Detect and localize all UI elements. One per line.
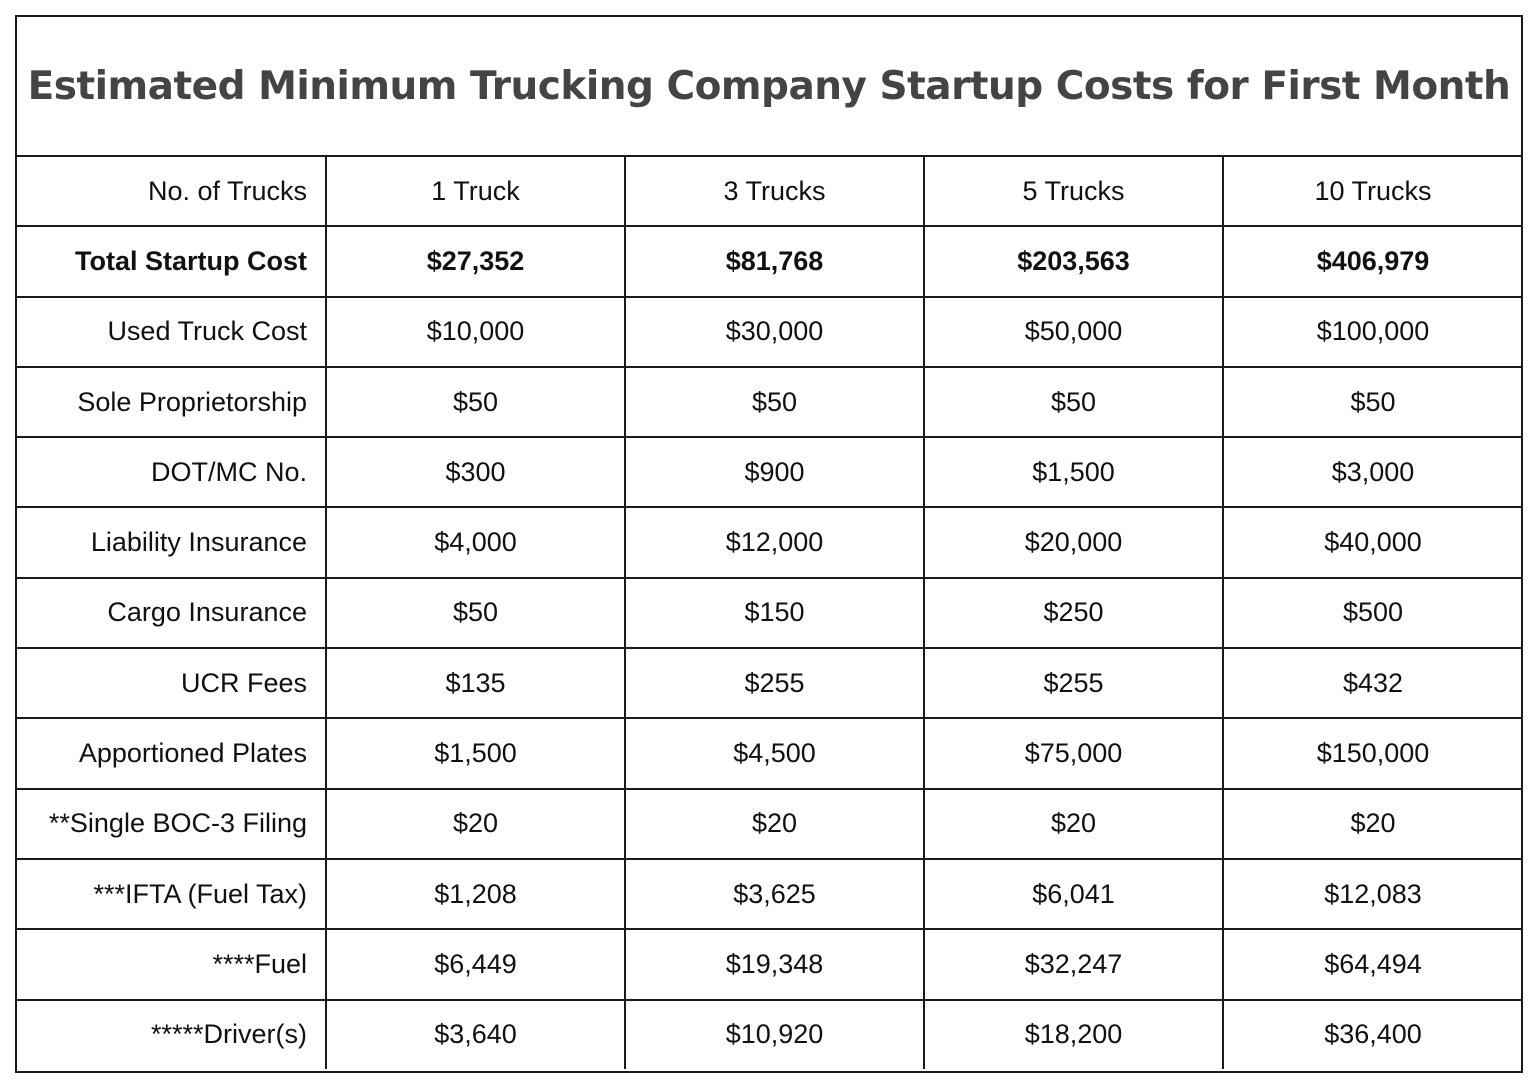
table-row: Apportioned Plates $1,500 $4,500 $75,000 $15… [17, 717, 1522, 790]
value-cell: $3,640 [325, 998, 626, 1069]
value-cell: $3,000 [1222, 436, 1522, 509]
value-cell: $135 [325, 647, 626, 720]
row-label-cell: *****Driver(s) [17, 998, 327, 1069]
value-cell: $432 [1222, 647, 1522, 720]
table-row: ***IFTA (Fuel Tax) $1,208 $3,625 $6,041 $12,… [17, 857, 1522, 931]
value-cell: $406,979 [1222, 225, 1522, 298]
value-cell: $10,000 [325, 295, 626, 368]
header-row: No. of Trucks 1 Truck 3 Trucks 5 Trucks … [17, 157, 1522, 228]
row-label-cell: ****Fuel [17, 928, 327, 1001]
row-label-cell: DOT/MC No. [17, 436, 327, 509]
value-cell: $20 [1222, 787, 1522, 860]
value-cell: $203,563 [923, 225, 1224, 298]
value-cell: $75,000 [923, 717, 1224, 790]
value-cell: $81,768 [624, 225, 925, 298]
value-cell: $19,348 [624, 928, 925, 1001]
header-column-cell: 10 Trucks [1222, 157, 1522, 228]
table-row: Liability Insurance $4,000 $12,000 $20,000 $… [17, 506, 1522, 579]
value-cell: $10,920 [624, 998, 925, 1069]
value-cell: $32,247 [923, 928, 1224, 1001]
header-column-cell: 1 Truck [325, 157, 626, 228]
table-row: **Single BOC-3 Filing $20 $20 $20 $20 [17, 787, 1522, 860]
value-cell: $50 [1222, 365, 1522, 439]
value-cell: $1,208 [325, 857, 626, 931]
value-cell: $36,400 [1222, 998, 1522, 1069]
value-cell: $1,500 [923, 436, 1224, 509]
table-row: UCR Fees $135 $255 $255 $432 [17, 647, 1522, 720]
value-cell: $255 [624, 647, 925, 720]
table-title: Estimated Minimum Trucking Company Start… [27, 63, 1511, 109]
value-cell: $64,494 [1222, 928, 1522, 1001]
value-cell: $20 [325, 787, 626, 860]
value-cell: $4,500 [624, 717, 925, 790]
table-row: Total Startup Cost $27,352 $81,768 $203,563… [17, 225, 1522, 298]
value-cell: $100,000 [1222, 295, 1522, 368]
row-label-cell: Liability Insurance [17, 506, 327, 579]
header-column-cell: 5 Trucks [923, 157, 1224, 228]
table-title-cell: Estimated Minimum Trucking Company Start… [17, 17, 1521, 157]
value-cell: $250 [923, 576, 1224, 650]
value-cell: $30,000 [624, 295, 925, 368]
value-cell: $50 [325, 365, 626, 439]
row-label-cell: UCR Fees [17, 647, 327, 720]
value-cell: $50 [923, 365, 1224, 439]
value-cell: $50,000 [923, 295, 1224, 368]
value-cell: $3,625 [624, 857, 925, 931]
table-row: DOT/MC No. $300 $900 $1,500 $3,000 [17, 436, 1522, 509]
value-cell: $150,000 [1222, 717, 1522, 790]
value-cell: $12,083 [1222, 857, 1522, 931]
value-cell: $500 [1222, 576, 1522, 650]
startup-cost-table-container: Estimated Minimum Trucking Company Start… [15, 15, 1523, 1073]
table-row: *****Driver(s) $3,640 $10,920 $18,200 $36,40… [17, 998, 1522, 1069]
table-row: Used Truck Cost $10,000 $30,000 $50,000 $100… [17, 295, 1522, 368]
table-row: ****Fuel $6,449 $19,348 $32,247 $64,494 [17, 928, 1522, 1001]
row-label-cell: Cargo Insurance [17, 576, 327, 650]
row-label-cell: **Single BOC-3 Filing [17, 787, 327, 860]
row-label-cell: Total Startup Cost [17, 225, 327, 298]
table-body: No. of Trucks 1 Truck 3 Trucks 5 Trucks … [17, 157, 1522, 1069]
value-cell: $40,000 [1222, 506, 1522, 579]
row-label-cell: Apportioned Plates [17, 717, 327, 790]
header-column-cell: 3 Trucks [624, 157, 925, 228]
value-cell: $300 [325, 436, 626, 509]
cost-table: No. of Trucks 1 Truck 3 Trucks 5 Trucks … [17, 157, 1522, 1069]
row-label-cell: ***IFTA (Fuel Tax) [17, 857, 327, 931]
table-row: Cargo Insurance $50 $150 $250 $500 [17, 576, 1522, 650]
value-cell: $900 [624, 436, 925, 509]
value-cell: $18,200 [923, 998, 1224, 1069]
value-cell: $20 [923, 787, 1224, 860]
value-cell: $50 [325, 576, 626, 650]
value-cell: $27,352 [325, 225, 626, 298]
value-cell: $12,000 [624, 506, 925, 579]
header-label-cell: No. of Trucks [17, 157, 327, 228]
table-row: Sole Proprietorship $50 $50 $50 $50 [17, 365, 1522, 439]
value-cell: $150 [624, 576, 925, 650]
value-cell: $6,449 [325, 928, 626, 1001]
value-cell: $4,000 [325, 506, 626, 579]
value-cell: $1,500 [325, 717, 626, 790]
value-cell: $50 [624, 365, 925, 439]
value-cell: $20 [624, 787, 925, 860]
value-cell: $20,000 [923, 506, 1224, 579]
value-cell: $255 [923, 647, 1224, 720]
row-label-cell: Sole Proprietorship [17, 365, 327, 439]
value-cell: $6,041 [923, 857, 1224, 931]
row-label-cell: Used Truck Cost [17, 295, 327, 368]
